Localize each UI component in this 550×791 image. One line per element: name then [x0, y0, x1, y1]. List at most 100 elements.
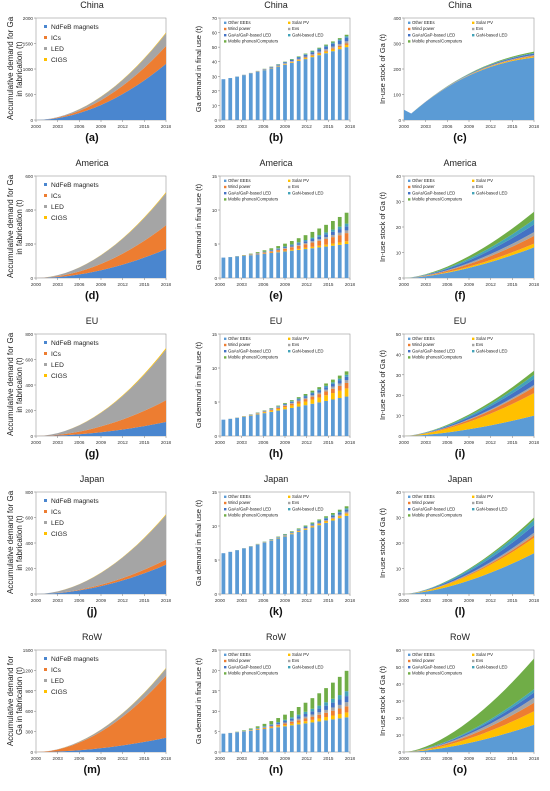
- bar-segment: [296, 716, 301, 719]
- bar-segment: [344, 702, 349, 707]
- legend-swatch: [408, 514, 411, 517]
- bar-segment: [331, 393, 335, 400]
- y-tick-label: 0: [30, 592, 33, 597]
- bar-segment: [344, 515, 349, 594]
- bar-segment: [262, 729, 267, 752]
- x-tick-label: 2003: [237, 440, 248, 445]
- legend-swatch: [288, 27, 291, 31]
- bar-segment: [324, 45, 328, 47]
- area-series: [36, 193, 166, 278]
- bar-segment: [262, 411, 267, 413]
- legend-swatch: [44, 510, 47, 513]
- bar-segment: [344, 371, 349, 375]
- bar-segment: [310, 237, 315, 240]
- legend-swatch: [288, 21, 291, 24]
- area-series: [36, 349, 166, 436]
- legend-label: Wind power: [412, 26, 435, 31]
- bar-segment: [276, 722, 281, 724]
- legend-swatch: [288, 185, 291, 189]
- y-tick-label: 200: [25, 242, 33, 247]
- bar-segment: [269, 250, 274, 251]
- x-tick-label: 2015: [507, 282, 518, 287]
- legend-label: Other EEEs: [228, 336, 251, 341]
- x-tick-label: 2000: [215, 598, 226, 603]
- legend-label: ICs: [51, 667, 62, 674]
- bar-segment: [337, 518, 342, 594]
- bar-segment: [337, 45, 342, 48]
- x-tick-label: 2012: [118, 124, 129, 129]
- legend-swatch: [472, 337, 475, 340]
- legend-swatch: [408, 356, 411, 359]
- x-tick-label: 2003: [421, 756, 432, 761]
- legend: Other EEEs Solar PV Wind power Evs GaAs/GaP-…: [224, 178, 324, 202]
- legend-label: Wind power: [412, 500, 435, 505]
- area-series: [36, 225, 166, 278]
- chart-title: Japan: [79, 474, 105, 484]
- bar-segment: [289, 250, 294, 278]
- plot-svg: 0 100 200 300 400 2000 2003 2006 2009 2012 2015 201…: [393, 16, 539, 129]
- bar-segment: [283, 248, 287, 251]
- x-tick-label: 2012: [486, 282, 497, 287]
- bar-segment: [283, 250, 287, 252]
- area-series: [36, 564, 166, 594]
- legend-swatch: [44, 36, 47, 39]
- bar-segment: [324, 518, 328, 521]
- legend-label: Solar PV: [476, 178, 493, 183]
- legend-swatch: [288, 192, 291, 195]
- bar-segment: [317, 48, 322, 50]
- bar-segment: [248, 73, 253, 120]
- x-tick-label: 2000: [31, 440, 42, 445]
- legend-label: GaN-based LED: [292, 348, 324, 353]
- plot-svg: 0 5 10 15 2000 2003 2006 2009 2012 2015 2018 Other …: [212, 174, 356, 287]
- legend-label: ICs: [51, 193, 62, 200]
- bar-segment: [303, 56, 308, 58]
- bar-segment: [344, 230, 349, 234]
- legend-swatch: [44, 194, 47, 197]
- bar-segment: [317, 521, 322, 523]
- bar-segment: [317, 721, 322, 752]
- bar-segment: [317, 228, 322, 236]
- chart-title: America: [259, 158, 293, 168]
- bar-segment: [344, 226, 349, 231]
- bar-segment: [269, 727, 274, 729]
- bar-segment: [337, 383, 342, 386]
- legend-label: Mobile phones/Computers: [228, 39, 278, 44]
- chart-title: RoW: [266, 632, 286, 642]
- bar-segment: [324, 49, 328, 51]
- legend-swatch: [224, 666, 227, 669]
- y-tick-label: 20: [212, 668, 218, 673]
- legend-swatch: [408, 192, 411, 195]
- bar-segment: [303, 721, 308, 724]
- x-tick-label: 2000: [215, 440, 226, 445]
- y-tick-label: 10: [396, 414, 402, 419]
- chart-panel-l: Japan (l) In-use stock of Ga (t) 0 10 20 30 40 2…: [372, 474, 548, 622]
- bar-segment: [317, 387, 322, 390]
- x-tick-label: 2003: [421, 282, 432, 287]
- x-tick-label: 2006: [442, 282, 453, 287]
- chart-panel-m: RoW (m) Accumulative demand for Ga in fabri…: [4, 632, 180, 780]
- y-tick-label: 200: [393, 67, 401, 72]
- legend-swatch: [408, 198, 411, 201]
- bar-segment: [324, 717, 328, 721]
- bar-segment: [283, 405, 287, 408]
- chart-panel-f: America (f) In-use stock of Ga (t) 0 10 20 30 4…: [372, 158, 548, 306]
- legend-label: Mobile phones/Computers: [412, 513, 462, 518]
- area-series: [36, 249, 166, 278]
- legend-label: Evs: [292, 500, 299, 505]
- x-tick-label: 2006: [74, 440, 85, 445]
- y-tick-label: 0: [30, 118, 33, 123]
- bar-segment: [324, 53, 328, 120]
- legend-label: Mobile phones/Computers: [228, 671, 278, 676]
- bar-segment: [310, 246, 315, 249]
- bar-segment: [337, 242, 342, 245]
- plot-svg: 0 5 10 15 2000 2003 2006 2009 2012 2015 2018 Other …: [212, 332, 356, 445]
- legend-swatch: [288, 34, 291, 37]
- x-tick-label: 2003: [53, 440, 64, 445]
- bar-segment: [344, 37, 349, 42]
- bar-segment: [317, 49, 322, 52]
- legend-swatch: [44, 532, 47, 535]
- bar-segment: [317, 47, 322, 49]
- legend-label: GaAs/GaP-based LED: [228, 506, 271, 511]
- bar-segment: [317, 397, 322, 403]
- bar-segment: [331, 698, 335, 703]
